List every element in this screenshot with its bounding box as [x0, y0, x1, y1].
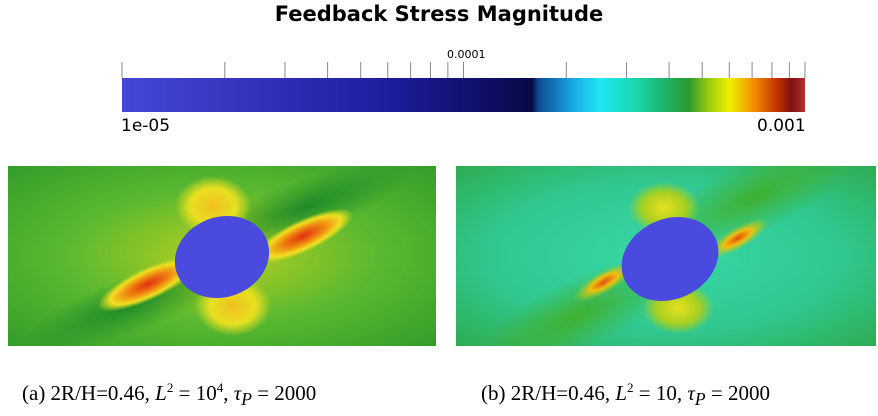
panel-a-cylinder: [174, 215, 270, 299]
panel-b-hot-wake-left: [573, 262, 635, 302]
caption-a-L: L: [155, 381, 167, 405]
caption-b-L: L: [615, 381, 628, 405]
panel-b-cylinder: [621, 217, 719, 301]
figure-title: Feedback Stress Magnitude: [274, 2, 604, 26]
colorbar: 1e-05 0.0001 0.001: [0, 0, 878, 150]
colorbar-mid-label: 0.0001: [447, 48, 486, 61]
caption-b: (b) 2R/H=0.46, L2 = 10, τP = 2000: [481, 380, 770, 410]
caption-a-L-exp: 2: [166, 380, 174, 395]
caption-a: (a) 2R/H=0.46, L2 = 104, τP = 2000: [22, 380, 317, 410]
caption-b-tau-value: 2000: [727, 381, 770, 405]
panel-b-field: [456, 135, 876, 377]
panel-a-image: [8, 160, 436, 352]
caption-b-tau: τ: [687, 381, 695, 405]
caption-a-L-value-exp: 4: [216, 380, 224, 395]
caption-a-tau-value: 2000: [274, 381, 317, 405]
colorbar-bar: [122, 78, 805, 112]
colorbar-graphic: [121, 62, 806, 112]
panel-a-field: [8, 160, 436, 352]
caption-a-tau: τ: [233, 381, 242, 405]
panel-a-hot-wake-left: [97, 256, 199, 312]
panel-b-hot-wake-right: [707, 218, 769, 258]
caption-a-tau-sub: P: [241, 389, 252, 410]
panel-b-image: [456, 135, 876, 377]
colorbar-ticks: [121, 62, 806, 78]
colorbar-max-label: 0.001: [757, 116, 806, 136]
caption-b-L-value: 10: [655, 381, 677, 405]
caption-b-L-exp: 2: [627, 380, 634, 395]
colorbar-min-label: 1e-05: [121, 116, 171, 136]
caption-b-prefix: (b) 2R/H=0.46,: [481, 381, 616, 405]
panel-a-hot-wake-right: [252, 208, 354, 264]
caption-a-prefix: (a) 2R/H=0.46,: [22, 381, 156, 405]
caption-a-L-value: 10: [195, 381, 217, 405]
caption-b-tau-sub: P: [694, 389, 706, 410]
